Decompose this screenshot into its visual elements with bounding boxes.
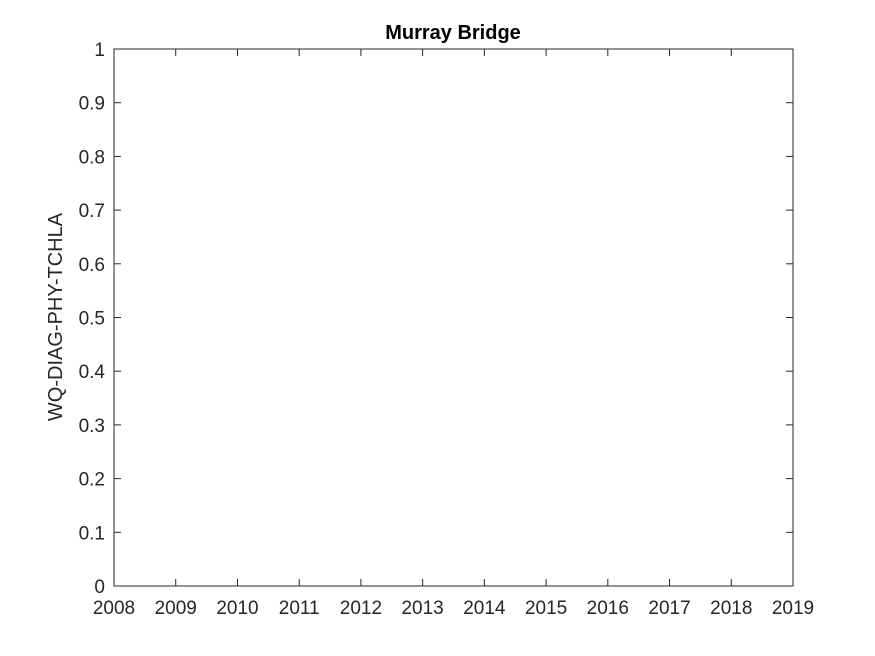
chart-title: Murray Bridge — [385, 22, 521, 44]
x-tick-label: 2017 — [648, 598, 690, 619]
x-tick-label: 2010 — [216, 598, 258, 619]
x-tick-label: 2008 — [93, 598, 135, 619]
x-tick-label: 2012 — [340, 598, 382, 619]
y-tick-label: 0.7 — [79, 201, 105, 222]
y-tick-label: 0.2 — [79, 470, 105, 491]
y-tick-label: 0.8 — [79, 147, 105, 168]
y-tick-label: 0.5 — [79, 309, 105, 330]
y-axis-label: WQ-DIAG-PHY-TCHLA — [45, 212, 67, 421]
x-tick-label: 2016 — [587, 598, 629, 619]
plot-frame — [113, 48, 794, 587]
x-tick-label: 2011 — [279, 598, 320, 619]
x-tick-label: 2015 — [525, 598, 567, 619]
y-tick-label: 0.3 — [79, 416, 105, 437]
x-tick-label: 2013 — [401, 598, 443, 619]
x-tick-label: 2019 — [772, 598, 814, 619]
y-tick-label: 0.1 — [79, 523, 105, 544]
y-tick-label: 0 — [94, 577, 105, 598]
x-tick-label: 2009 — [155, 598, 197, 619]
y-tick-label: 1 — [94, 40, 105, 61]
plot-background — [114, 49, 793, 586]
plot-area: 2008 2009 2010 2011 2012 2013 2014 2015 2016 2017… — [79, 40, 815, 619]
y-tick-label: 0.6 — [79, 255, 105, 276]
y-tick-label: 0.4 — [79, 362, 106, 383]
y-tick-label: 0.9 — [79, 94, 105, 115]
x-tick-label: 2014 — [463, 598, 506, 619]
x-tick-label: 2018 — [710, 598, 752, 619]
